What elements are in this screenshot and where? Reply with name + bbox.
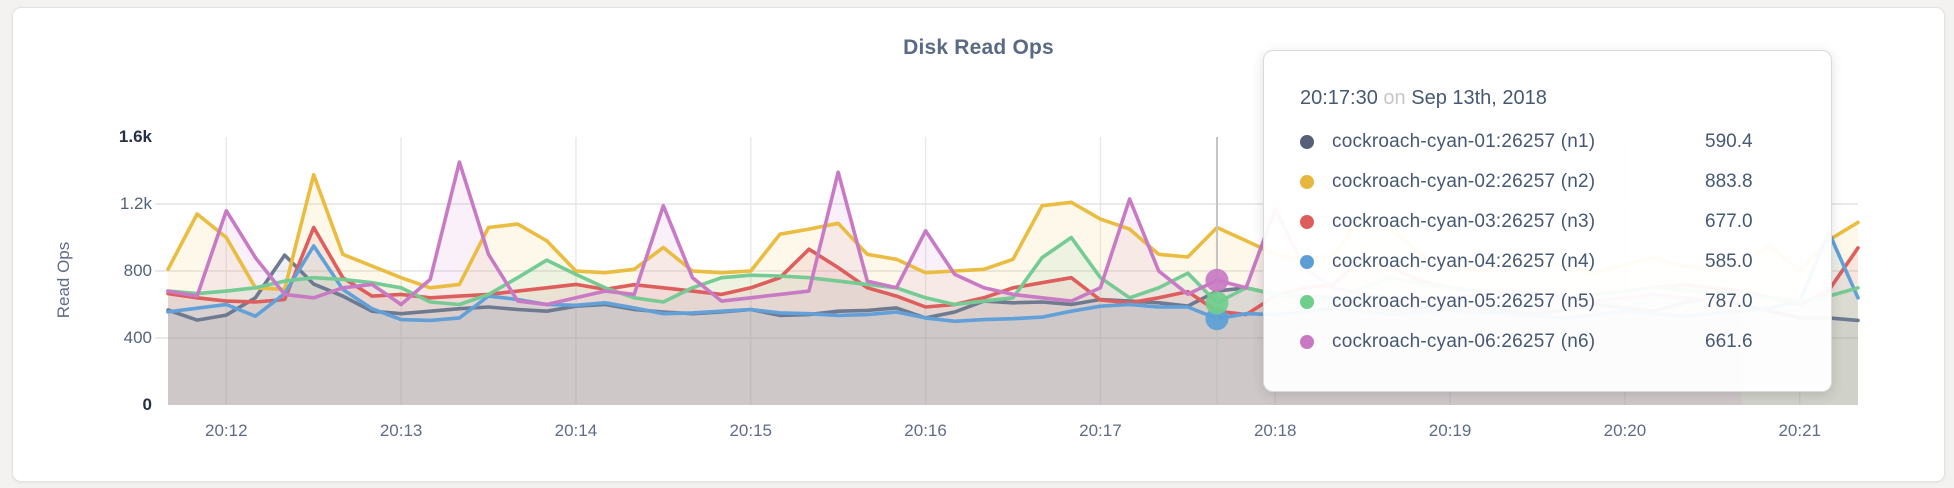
series-name: cockroach-cyan-04:26257 (n4): [1332, 251, 1596, 272]
series-value: 661.6: [1705, 331, 1753, 352]
series-name: cockroach-cyan-05:26257 (n5): [1332, 291, 1596, 312]
x-tick-label: 20:19: [1428, 421, 1472, 440]
tooltip-row: cockroach-cyan-04:26257 (n4) 585.0: [1300, 242, 1791, 282]
tooltip-time: 20:17:30: [1300, 87, 1378, 109]
x-tick-label: 20:18: [1253, 421, 1297, 440]
series-dot-n1: [1300, 135, 1314, 149]
series-dot-n2: [1300, 175, 1314, 189]
series-name: cockroach-cyan-01:26257 (n1): [1332, 131, 1596, 152]
hover-dot-n5: [1205, 291, 1229, 315]
series-value: 787.0: [1705, 291, 1753, 312]
series-name: cockroach-cyan-02:26257 (n2): [1332, 171, 1596, 192]
series-dot-n3: [1300, 215, 1314, 229]
chart-title: Disk Read Ops: [903, 36, 1054, 59]
tooltip-row: cockroach-cyan-03:26257 (n3) 677.0: [1300, 202, 1791, 242]
hover-dot-n4: [1205, 307, 1229, 331]
x-tick-label: 20:21: [1778, 421, 1821, 440]
y-tick-label: 1.2k: [119, 194, 152, 213]
x-tick-label: 20:20: [1603, 421, 1647, 440]
y-tick-label: 400: [123, 328, 152, 347]
y-tick-label: 0: [142, 395, 152, 414]
y-tick-label: 1.6k: [118, 127, 152, 146]
x-tick-label: 20:12: [204, 421, 248, 440]
tooltip-row: cockroach-cyan-05:26257 (n5) 787.0: [1300, 282, 1791, 322]
x-tick-label: 20:16: [904, 421, 947, 440]
series-dot-n4: [1300, 255, 1314, 269]
tooltip-row: cockroach-cyan-06:26257 (n6) 661.6: [1300, 322, 1791, 362]
tooltip-rows: cockroach-cyan-01:26257 (n1) 590.4 cockroa…: [1300, 122, 1791, 362]
tooltip-on-word: on: [1383, 87, 1406, 109]
x-tick-label: 20:14: [554, 421, 598, 440]
hover-tooltip: 20:17:30 on Sep 13th, 2018 cockroach-cya…: [1263, 50, 1832, 392]
hover-dot-n6: [1205, 268, 1229, 292]
series-value: 590.4: [1705, 131, 1753, 152]
x-tick-label: 20:15: [729, 421, 773, 440]
tooltip-date: Sep 13th, 2018: [1411, 87, 1547, 109]
tooltip-row: cockroach-cyan-02:26257 (n2) 883.8: [1300, 162, 1791, 202]
tooltip-row: cockroach-cyan-01:26257 (n1) 590.4: [1300, 122, 1791, 162]
x-tick-label: 20:17: [1079, 421, 1122, 440]
series-name: cockroach-cyan-06:26257 (n6): [1332, 331, 1596, 352]
x-tick-label: 20:13: [379, 421, 423, 440]
series-value: 585.0: [1705, 251, 1753, 272]
series-value: 677.0: [1705, 211, 1753, 232]
series-dot-n5: [1300, 295, 1314, 309]
series-name: cockroach-cyan-03:26257 (n3): [1332, 211, 1596, 232]
tooltip-title: 20:17:30 on Sep 13th, 2018: [1300, 87, 1791, 110]
y-tick-label: 800: [123, 261, 152, 280]
series-dot-n6: [1300, 335, 1314, 349]
series-value: 883.8: [1705, 171, 1753, 192]
